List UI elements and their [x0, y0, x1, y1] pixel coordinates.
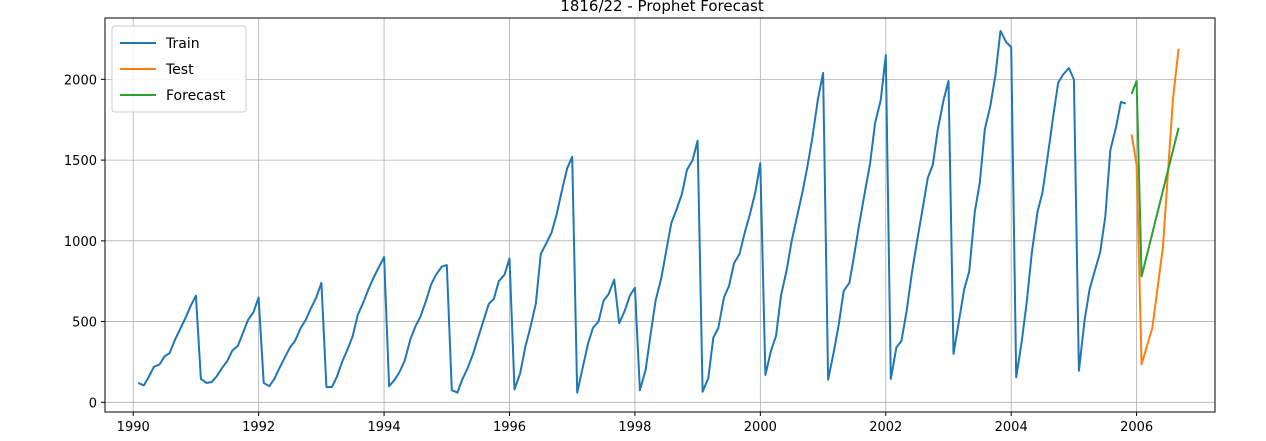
- series-line-train: [137, 29, 1127, 394]
- y-tick-label: 2000: [64, 73, 97, 88]
- x-tick-label: 2004: [995, 420, 1028, 435]
- series-line-forecast: [1130, 80, 1180, 278]
- chart-title: 1816/22 - Prophet Forecast: [560, 0, 764, 15]
- x-tick-label: 1994: [368, 420, 401, 435]
- series-group: [137, 29, 1180, 394]
- legend-label-forecast: Forecast: [166, 88, 226, 104]
- y-tick-label: 1000: [64, 235, 97, 250]
- y-axis: 0 500 1000 1500 2000: [64, 73, 105, 411]
- x-tick-label: 1990: [117, 420, 150, 435]
- legend-label-train: Train: [165, 36, 200, 52]
- legend-label-test: Test: [165, 62, 194, 78]
- grid: [105, 18, 1215, 412]
- plot-frame: [104, 17, 1216, 413]
- legend: Train Test Forecast: [111, 25, 247, 113]
- x-tick-label: 1992: [242, 420, 275, 435]
- y-tick-label: 1500: [64, 154, 97, 169]
- legend-box: [111, 25, 247, 113]
- y-tick-label: 0: [89, 396, 97, 411]
- series-line-test: [1130, 48, 1180, 366]
- x-tick-label: 1998: [618, 420, 651, 435]
- x-tick-label: 2006: [1120, 420, 1153, 435]
- y-tick-label: 500: [72, 316, 97, 331]
- x-tick-label: 1996: [493, 420, 526, 435]
- x-tick-label: 2000: [744, 420, 777, 435]
- x-axis: 1990 1992 1994 1996 1998 2000 2002 2004 2006: [117, 412, 1153, 435]
- x-tick-label: 2002: [869, 420, 902, 435]
